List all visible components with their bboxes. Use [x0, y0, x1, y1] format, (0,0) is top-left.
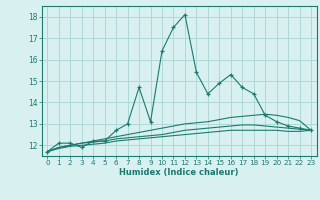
X-axis label: Humidex (Indice chaleur): Humidex (Indice chaleur) — [119, 168, 239, 177]
